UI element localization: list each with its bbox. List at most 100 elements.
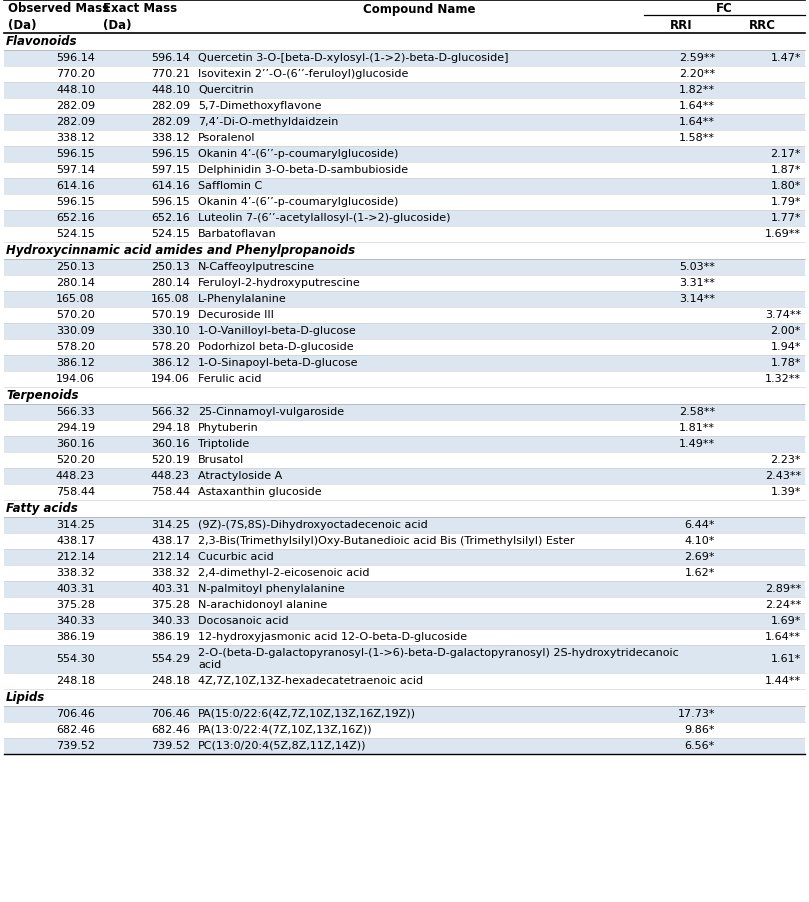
Text: (Da): (Da)	[103, 19, 132, 32]
Bar	[4, 722, 805, 738]
Bar	[4, 82, 805, 98]
Bar	[4, 613, 805, 629]
Text: 682.46: 682.46	[56, 725, 95, 735]
Text: Decuroside III: Decuroside III	[198, 310, 274, 320]
Bar	[4, 210, 805, 226]
Text: 12-hydroxyjasmonic acid 12-O-beta-D-glucoside: 12-hydroxyjasmonic acid 12-O-beta-D-gluc…	[198, 632, 467, 642]
Bar	[4, 291, 805, 307]
Text: N-arachidonoyl alanine: N-arachidonoyl alanine	[198, 600, 328, 610]
Text: 5.03**: 5.03**	[679, 262, 715, 272]
Text: 3.14**: 3.14**	[679, 294, 715, 304]
Text: 739.52: 739.52	[56, 741, 95, 751]
Text: 330.10: 330.10	[151, 326, 190, 336]
Bar	[4, 689, 805, 706]
Text: 438.17: 438.17	[151, 536, 190, 546]
Text: 3.31**: 3.31**	[679, 278, 715, 288]
Text: 250.13: 250.13	[57, 262, 95, 272]
Text: Docosanoic acid: Docosanoic acid	[198, 616, 289, 626]
Text: 596.15: 596.15	[151, 149, 190, 159]
Bar	[4, 33, 805, 50]
Text: 682.46: 682.46	[151, 725, 190, 735]
Text: 524.15: 524.15	[56, 229, 95, 239]
Text: Ferulic acid: Ferulic acid	[198, 374, 261, 384]
Text: Fatty acids: Fatty acids	[6, 502, 78, 515]
Text: Quercetin 3-O-[beta-D-xylosyl-(1->2)-beta-D-glucoside]: Quercetin 3-O-[beta-D-xylosyl-(1->2)-bet…	[198, 53, 509, 63]
Text: 1.80*: 1.80*	[771, 181, 801, 191]
Text: 770.20: 770.20	[56, 69, 95, 79]
Bar	[4, 66, 805, 82]
Bar	[4, 339, 805, 355]
Text: 3.74**: 3.74**	[765, 310, 801, 320]
Bar	[4, 50, 805, 66]
Text: 597.15: 597.15	[151, 165, 190, 175]
Bar	[4, 242, 805, 259]
Text: 375.28: 375.28	[151, 600, 190, 610]
Text: Exact Mass: Exact Mass	[103, 3, 177, 15]
Text: 1.77*: 1.77*	[770, 213, 801, 223]
Text: Astaxanthin glucoside: Astaxanthin glucoside	[198, 487, 322, 497]
Bar	[4, 581, 805, 597]
Text: 294.19: 294.19	[56, 423, 95, 433]
Text: 9.86*: 9.86*	[684, 725, 715, 735]
Text: 338.32: 338.32	[151, 568, 190, 578]
Text: 360.16: 360.16	[57, 439, 95, 449]
Bar	[4, 162, 805, 178]
Text: RRC: RRC	[748, 19, 776, 32]
Text: 1.87*: 1.87*	[770, 165, 801, 175]
Text: Quercitrin: Quercitrin	[198, 85, 254, 95]
Text: Podorhizol beta-D-glucoside: Podorhizol beta-D-glucoside	[198, 342, 354, 352]
Text: 739.52: 739.52	[151, 741, 190, 751]
Bar	[4, 0, 805, 18]
Bar	[4, 420, 805, 436]
Text: 314.25: 314.25	[56, 520, 95, 530]
Text: 294.18: 294.18	[150, 423, 190, 433]
Text: PC(13:0/20:4(5Z,8Z,11Z,14Z)): PC(13:0/20:4(5Z,8Z,11Z,14Z))	[198, 741, 366, 751]
Text: 1.64**: 1.64**	[679, 101, 715, 111]
Text: 570.20: 570.20	[56, 310, 95, 320]
Text: 706.46: 706.46	[56, 709, 95, 719]
Text: 1-O-Vanilloyl-beta-D-glucose: 1-O-Vanilloyl-beta-D-glucose	[198, 326, 357, 336]
Text: 386.12: 386.12	[56, 358, 95, 368]
Text: 386.19: 386.19	[56, 632, 95, 642]
Text: N-palmitoyl phenylalanine: N-palmitoyl phenylalanine	[198, 584, 345, 594]
Text: 17.73*: 17.73*	[677, 709, 715, 719]
Text: Brusatol: Brusatol	[198, 455, 244, 465]
Text: 578.20: 578.20	[151, 342, 190, 352]
Bar	[4, 323, 805, 339]
Text: 2,4-dimethyl-2-eicosenoic acid: 2,4-dimethyl-2-eicosenoic acid	[198, 568, 370, 578]
Text: 330.09: 330.09	[57, 326, 95, 336]
Text: 1-O-Sinapoyl-beta-D-glucose: 1-O-Sinapoyl-beta-D-glucose	[198, 358, 358, 368]
Text: 770.21: 770.21	[151, 69, 190, 79]
Bar	[4, 468, 805, 484]
Text: 6.44*: 6.44*	[684, 520, 715, 530]
Text: 5,7-Dimethoxyflavone: 5,7-Dimethoxyflavone	[198, 101, 321, 111]
Bar	[4, 404, 805, 420]
Text: Triptolide: Triptolide	[198, 439, 249, 449]
Bar	[4, 371, 805, 387]
Text: 4.10*: 4.10*	[684, 536, 715, 546]
Text: 520.19: 520.19	[151, 455, 190, 465]
Text: 4Z,7Z,10Z,13Z-hexadecatetraenoic acid: 4Z,7Z,10Z,13Z-hexadecatetraenoic acid	[198, 676, 423, 686]
Text: 1.64**: 1.64**	[765, 632, 801, 642]
Text: 570.19: 570.19	[151, 310, 190, 320]
Text: 1.79*: 1.79*	[770, 197, 801, 207]
Text: 280.14: 280.14	[151, 278, 190, 288]
Text: 596.15: 596.15	[151, 197, 190, 207]
Bar	[4, 259, 805, 275]
Text: 340.33: 340.33	[151, 616, 190, 626]
Text: 652.16: 652.16	[151, 213, 190, 223]
Text: 2.17*: 2.17*	[770, 149, 801, 159]
Text: FC: FC	[716, 3, 733, 15]
Text: 1.64**: 1.64**	[679, 117, 715, 127]
Bar	[4, 194, 805, 210]
Text: Okanin 4’-(6’’-p-coumarylglucoside): Okanin 4’-(6’’-p-coumarylglucoside)	[198, 197, 398, 207]
Text: 165.08: 165.08	[57, 294, 95, 304]
Text: 438.17: 438.17	[56, 536, 95, 546]
Text: Barbatoflavan: Barbatoflavan	[198, 229, 277, 239]
Text: 2.58**: 2.58**	[679, 407, 715, 417]
Text: 165.08: 165.08	[151, 294, 190, 304]
Text: 340.33: 340.33	[57, 616, 95, 626]
Text: 338.12: 338.12	[151, 133, 190, 143]
Text: Okanin 4’-(6’’-p-coumarylglucoside): Okanin 4’-(6’’-p-coumarylglucoside)	[198, 149, 398, 159]
Bar	[4, 645, 805, 673]
